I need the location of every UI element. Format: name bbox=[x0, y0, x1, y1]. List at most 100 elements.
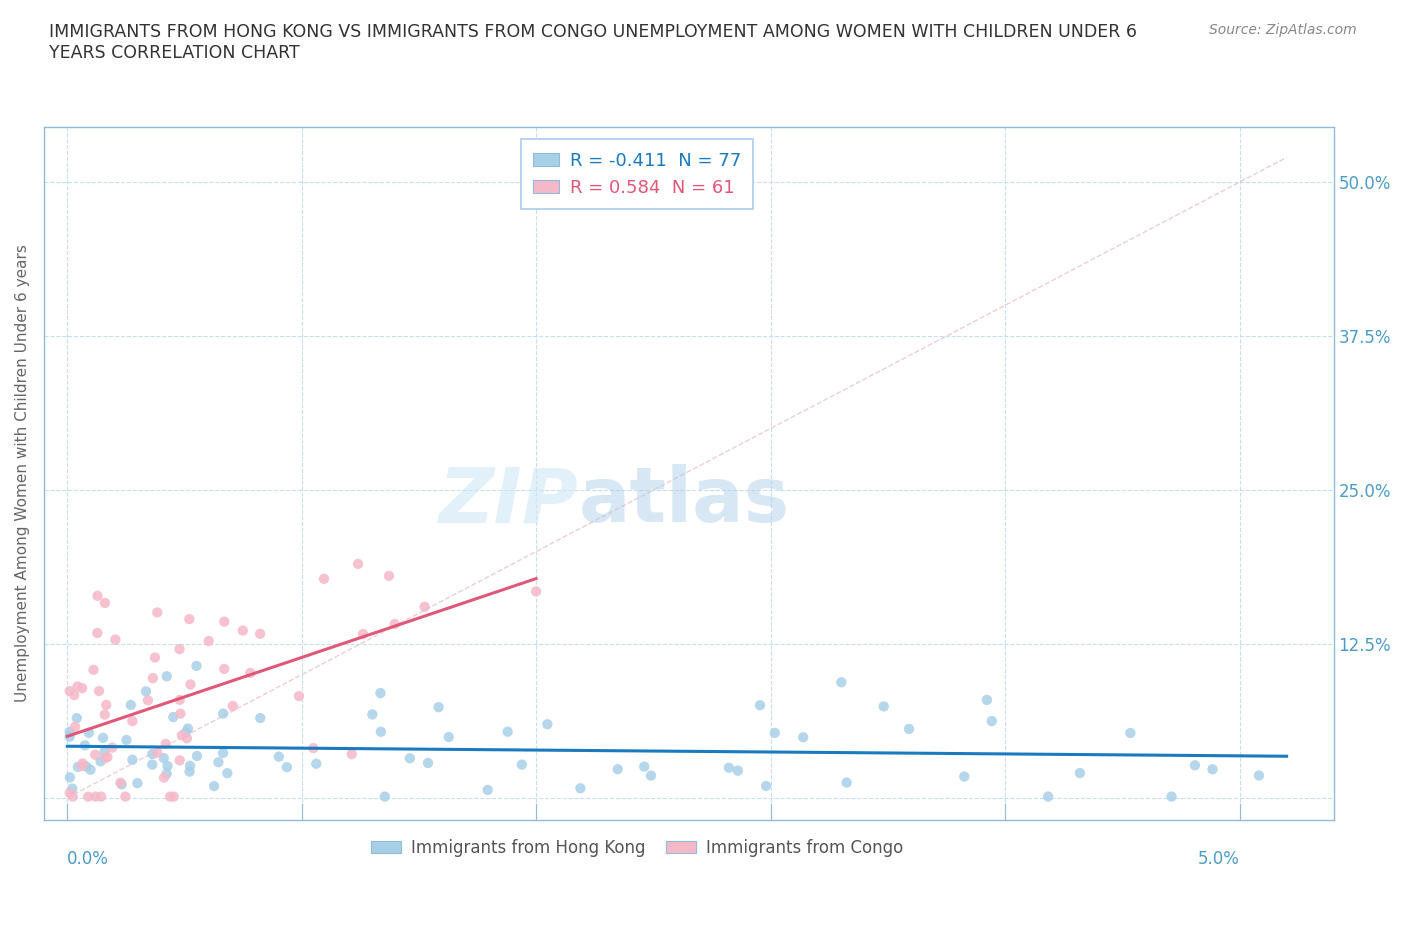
Point bbox=[155, 737, 177, 751]
Point bbox=[186, 749, 208, 764]
Point bbox=[384, 617, 406, 631]
Point bbox=[179, 764, 201, 779]
Point bbox=[59, 786, 82, 801]
Point bbox=[63, 719, 86, 734]
Point bbox=[169, 706, 191, 721]
Point bbox=[59, 729, 82, 744]
Point bbox=[606, 762, 628, 777]
Point bbox=[86, 626, 108, 641]
Point bbox=[121, 752, 143, 767]
Point bbox=[980, 713, 1002, 728]
Point bbox=[212, 706, 235, 721]
Point bbox=[835, 775, 858, 790]
Point bbox=[288, 688, 311, 703]
Point bbox=[399, 751, 422, 765]
Point bbox=[1247, 768, 1270, 783]
Point bbox=[93, 745, 115, 760]
Point bbox=[953, 769, 976, 784]
Point bbox=[93, 707, 115, 722]
Point bbox=[70, 759, 93, 774]
Point bbox=[135, 684, 157, 698]
Point bbox=[90, 754, 112, 769]
Point bbox=[63, 687, 86, 702]
Text: Source: ZipAtlas.com: Source: ZipAtlas.com bbox=[1209, 23, 1357, 37]
Point bbox=[524, 584, 547, 599]
Point bbox=[755, 778, 778, 793]
Point bbox=[569, 781, 592, 796]
Point bbox=[976, 693, 998, 708]
Point bbox=[77, 725, 100, 740]
Point bbox=[370, 685, 392, 700]
Point bbox=[340, 747, 363, 762]
Point bbox=[91, 730, 114, 745]
Point bbox=[898, 722, 921, 737]
Point bbox=[1160, 790, 1182, 804]
Point bbox=[179, 677, 201, 692]
Point bbox=[267, 750, 290, 764]
Point bbox=[276, 760, 298, 775]
Point bbox=[179, 612, 201, 627]
Point bbox=[111, 777, 134, 791]
Point bbox=[136, 693, 159, 708]
Point bbox=[66, 711, 89, 725]
Point bbox=[212, 746, 235, 761]
Point bbox=[347, 556, 370, 571]
Point bbox=[510, 757, 533, 772]
Point bbox=[153, 770, 176, 785]
Point bbox=[66, 679, 89, 694]
Text: IMMIGRANTS FROM HONG KONG VS IMMIGRANTS FROM CONGO UNEMPLOYMENT AMONG WOMEN WITH: IMMIGRANTS FROM HONG KONG VS IMMIGRANTS … bbox=[49, 23, 1137, 62]
Point bbox=[77, 790, 100, 804]
Point bbox=[162, 710, 184, 724]
Text: 5.0%: 5.0% bbox=[1198, 849, 1240, 868]
Point bbox=[477, 782, 499, 797]
Point bbox=[217, 765, 239, 780]
Point bbox=[1201, 762, 1223, 777]
Point bbox=[59, 770, 82, 785]
Point bbox=[146, 605, 169, 620]
Legend: Immigrants from Hong Kong, Immigrants from Congo: Immigrants from Hong Kong, Immigrants fr… bbox=[364, 832, 910, 864]
Point bbox=[87, 684, 110, 698]
Point bbox=[214, 661, 236, 676]
Point bbox=[378, 568, 401, 583]
Point bbox=[1069, 765, 1091, 780]
Point bbox=[110, 776, 132, 790]
Point bbox=[120, 698, 142, 712]
Point bbox=[1036, 790, 1059, 804]
Point bbox=[437, 730, 460, 745]
Point bbox=[141, 747, 163, 762]
Point bbox=[197, 633, 219, 648]
Point bbox=[94, 595, 117, 610]
Point bbox=[176, 731, 198, 746]
Point bbox=[749, 698, 772, 712]
Point bbox=[115, 733, 138, 748]
Point bbox=[214, 614, 236, 629]
Point bbox=[1184, 758, 1206, 773]
Point bbox=[156, 669, 179, 684]
Point bbox=[352, 627, 374, 642]
Point bbox=[127, 776, 149, 790]
Point bbox=[640, 768, 662, 783]
Point bbox=[202, 778, 225, 793]
Point bbox=[143, 650, 166, 665]
Point bbox=[413, 600, 436, 615]
Point bbox=[239, 666, 262, 681]
Point bbox=[59, 724, 82, 739]
Point bbox=[90, 790, 112, 804]
Point bbox=[114, 790, 136, 804]
Point bbox=[416, 755, 439, 770]
Point bbox=[146, 745, 169, 760]
Text: ZIP: ZIP bbox=[439, 464, 579, 538]
Point bbox=[156, 759, 179, 774]
Point bbox=[207, 755, 229, 770]
Point bbox=[792, 730, 814, 745]
Point bbox=[84, 748, 107, 763]
Point bbox=[370, 724, 392, 739]
Point bbox=[156, 766, 179, 781]
Point bbox=[186, 658, 208, 673]
Point bbox=[96, 750, 118, 764]
Point bbox=[633, 759, 655, 774]
Point bbox=[73, 737, 96, 752]
Point bbox=[72, 756, 94, 771]
Text: atlas: atlas bbox=[579, 464, 790, 538]
Point bbox=[830, 675, 852, 690]
